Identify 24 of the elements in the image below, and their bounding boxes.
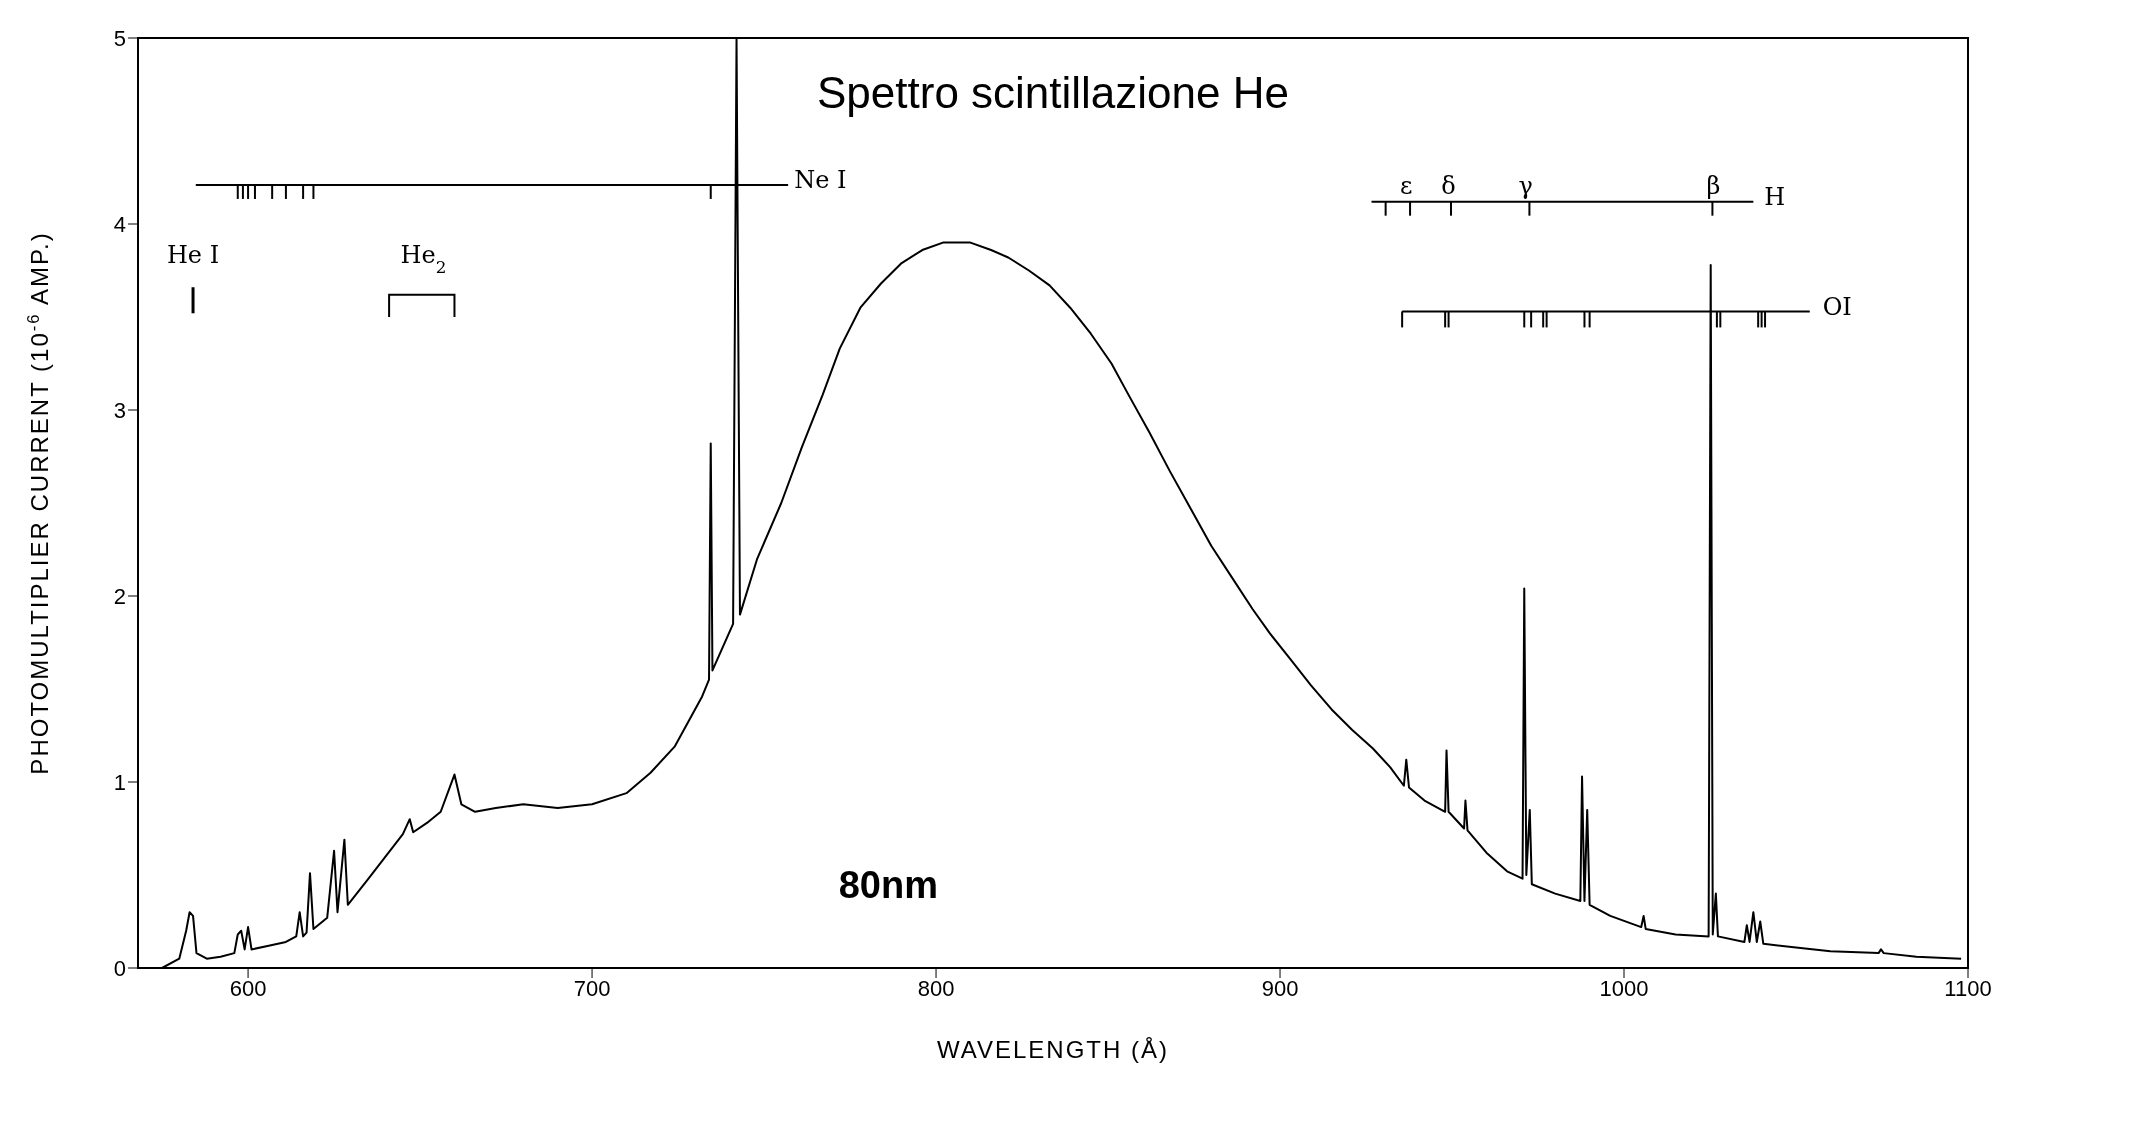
annotation: He$_{2}$ (400, 240, 447, 277)
text: Spettro scintillazione He (816, 68, 1290, 117)
x-tick-label: 1000 (1599, 975, 1649, 1001)
x-tick-label: 600 (229, 975, 267, 1001)
annotation: δ (1441, 171, 1456, 200)
y-tick-label: 2 (113, 583, 126, 609)
annotation: Ne I (794, 166, 847, 195)
annotation: 80nm (838, 864, 938, 906)
x-tick-label: 800 (917, 975, 955, 1001)
y-tick-label: 4 (113, 211, 126, 237)
x-tick-label: 1100 (1944, 975, 1992, 1001)
annotation: β (1706, 171, 1721, 200)
annotation: ε (1400, 171, 1413, 200)
y-tick-label: 1 (113, 769, 126, 795)
y-tick-label: 5 (113, 25, 126, 51)
x-tick-label: 900 (1261, 975, 1299, 1001)
y-tick-label: 0 (113, 955, 126, 981)
annotation: H (1764, 182, 1786, 211)
x-tick-label: 700 (573, 975, 611, 1001)
annotation: He I (166, 240, 220, 269)
annotation: OI (1822, 292, 1852, 321)
annotation: γ (1518, 171, 1533, 200)
x-axis-title: WAVELENGTH (Å) (936, 1036, 1170, 1063)
y-tick-label: 3 (113, 397, 126, 423)
